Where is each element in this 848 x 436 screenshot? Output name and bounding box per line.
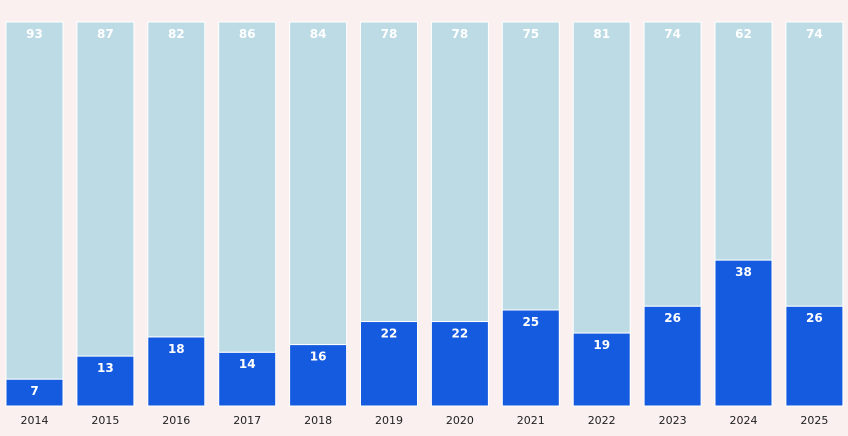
bar-segment-2025-series-2	[785, 21, 844, 307]
x-tick-label-2016: 2016	[162, 414, 190, 427]
x-tick-label-2018: 2018	[304, 414, 332, 427]
data-label-2022-series-1: 19	[593, 338, 610, 352]
bar-segment-2024-series-2	[714, 21, 773, 261]
bar-segment-2016-series-2	[147, 21, 206, 338]
bar-segment-2024-series-1	[714, 259, 773, 407]
data-label-2016-series-1: 18	[168, 342, 185, 356]
x-tick-label-2015: 2015	[91, 414, 119, 427]
bar-segment-2015-series-2	[76, 21, 135, 357]
x-tick-label-2023: 2023	[659, 414, 687, 427]
bar-segment-2022-series-2	[572, 21, 631, 334]
bar-segment-2025-series-1	[785, 305, 844, 407]
data-label-2019-series-2: 78	[381, 27, 398, 41]
x-tick-label-2019: 2019	[375, 414, 403, 427]
x-tick-label-2025: 2025	[800, 414, 828, 427]
data-label-2020-series-2: 78	[452, 27, 469, 41]
bar-segment-2014-series-2	[5, 21, 64, 380]
data-label-2022-series-2: 81	[593, 27, 610, 41]
bar-segment-2022-series-1	[572, 332, 631, 407]
data-label-2017-series-1: 14	[239, 357, 256, 371]
data-label-2024-series-1: 38	[735, 265, 752, 279]
x-tick-label-2017: 2017	[233, 414, 261, 427]
bar-segment-2020-series-1	[430, 321, 489, 407]
data-label-2025-series-1: 26	[806, 311, 823, 325]
data-label-2019-series-1: 22	[381, 327, 398, 341]
bar-segment-2014-series-1	[5, 378, 64, 407]
data-label-2018-series-2: 84	[310, 27, 327, 41]
bar-segment-2018-series-2	[289, 21, 348, 346]
bars-group	[5, 21, 844, 407]
bar-segment-2018-series-1	[289, 344, 348, 407]
segment-labels-group: 7 93 13 87 18 82 14 86 16 84 22 78 22 78 25 75 19 81 26 74 3…	[26, 27, 823, 398]
x-tick-label-2024: 2024	[730, 414, 758, 427]
data-label-2021-series-2: 75	[522, 27, 539, 41]
bar-segment-2019-series-1	[360, 321, 418, 407]
bar-segment-2020-series-2	[430, 21, 489, 323]
bar-segment-2019-series-2	[360, 21, 418, 323]
bar-segment-2023-series-2	[643, 21, 702, 307]
data-label-2024-series-2: 62	[735, 27, 752, 41]
bar-segment-2023-series-1	[643, 305, 702, 407]
x-tick-label-2021: 2021	[517, 414, 545, 427]
x-tick-label-2022: 2022	[588, 414, 616, 427]
bar-segment-2021-series-1	[501, 309, 560, 407]
data-label-2021-series-1: 25	[522, 315, 539, 329]
x-tick-label-2020: 2020	[446, 414, 474, 427]
data-label-2016-series-2: 82	[168, 27, 185, 41]
data-label-2023-series-2: 74	[664, 27, 681, 41]
bar-segment-2017-series-1	[218, 351, 277, 407]
data-label-2017-series-2: 86	[239, 27, 256, 41]
data-label-2014-series-2: 93	[26, 27, 43, 41]
data-label-2018-series-1: 16	[310, 350, 327, 364]
data-label-2015-series-2: 87	[97, 27, 114, 41]
bar-segment-2021-series-2	[501, 21, 560, 311]
data-label-2014-series-1: 7	[30, 384, 38, 398]
bar-segment-2015-series-1	[76, 355, 135, 407]
data-label-2023-series-1: 26	[664, 311, 681, 325]
data-label-2025-series-2: 74	[806, 27, 823, 41]
x-axis-tick-labels: 2014 2015 2016 2017 2018 2019 2020 2021 2022 2023…	[21, 414, 829, 427]
data-label-2020-series-1: 22	[452, 327, 469, 341]
data-label-2015-series-1: 13	[97, 361, 114, 375]
bar-segment-2017-series-2	[218, 21, 277, 353]
x-tick-label-2014: 2014	[21, 414, 49, 427]
